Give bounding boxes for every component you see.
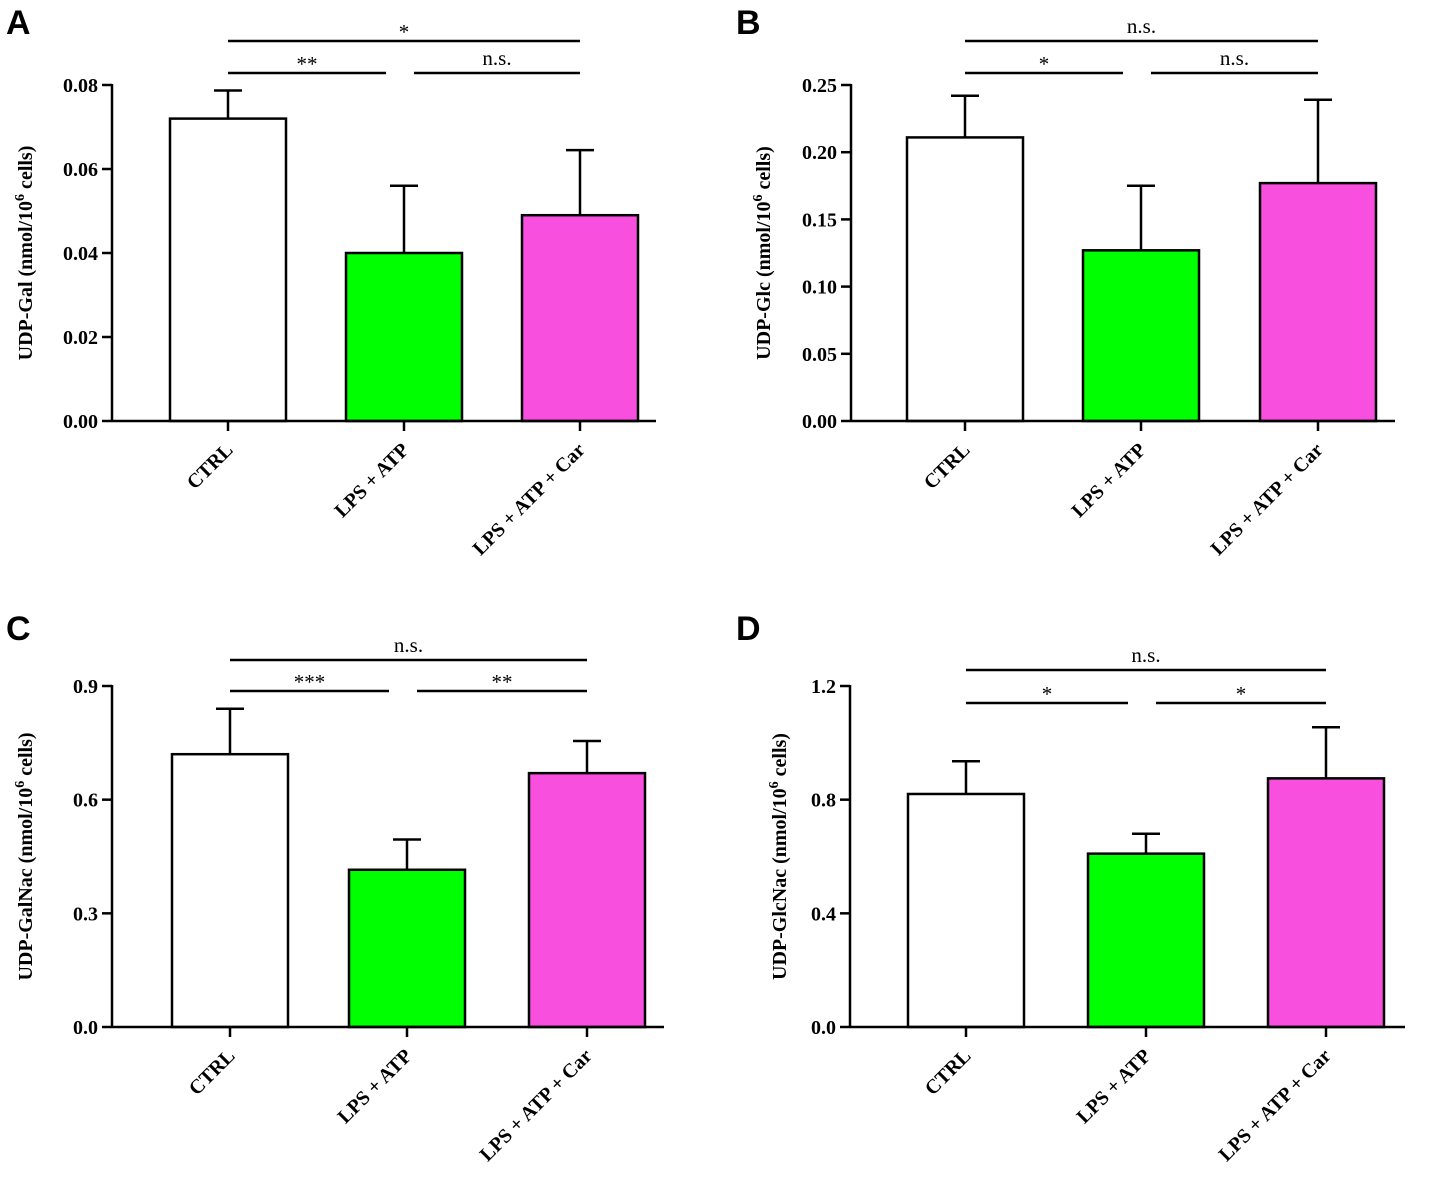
bar-2 [1266, 777, 1386, 1029]
y-tick-label: 0.08 [63, 75, 98, 97]
x-category-label: CTRL [185, 1045, 240, 1100]
significance-label: n.s. [394, 633, 423, 657]
y-tick-label: 0.0 [73, 1017, 98, 1039]
bar-2 [527, 771, 647, 1029]
y-tick-label: 0.04 [63, 243, 98, 265]
bar-0 [905, 136, 1025, 423]
y-tick-label: 0.25 [802, 75, 837, 97]
panel-a: A UDP-Gal (nmol/106 cells) 0.00 0.02 0.04 0.0… [6, 4, 656, 560]
significance-label: n.s. [482, 46, 511, 70]
y-tick-label: 0.8 [811, 790, 836, 812]
y-tick-label: 0.05 [802, 344, 837, 366]
y-axis-label: UDP-Gal (nmol/106 cells) [13, 146, 37, 361]
x-category-label: LPS + ATP [333, 1045, 416, 1128]
bar-2 [1258, 181, 1378, 423]
significance-label: n.s. [1127, 14, 1156, 38]
y-tick-label: 0.4 [811, 903, 836, 925]
y-axis-label: UDP-GalNac (nmol/106 cells) [13, 732, 37, 980]
x-category-label: LPS + ATP + Car [1207, 439, 1328, 560]
significance-label: * [399, 20, 410, 44]
y-tick-label: 0.0 [811, 1017, 836, 1039]
bar-2 [520, 213, 640, 423]
y-axis-label-tail: cells) [15, 146, 37, 194]
significance-label: ** [297, 52, 318, 76]
y-tick-label: 0.10 [802, 277, 837, 299]
bar-0 [168, 117, 288, 423]
y-axis-label: UDP-GlcNac (nmol/106 cells) [767, 733, 791, 980]
bar-1 [1086, 852, 1206, 1029]
x-category-label: LPS + ATP [1072, 1045, 1155, 1128]
significance-label: *** [294, 670, 326, 694]
y-axis-label-tail: cells) [769, 733, 791, 781]
x-category-label: LPS + ATP + Car [1215, 1045, 1336, 1166]
significance-label: * [1039, 52, 1050, 76]
y-axis-label-tail: cells) [15, 732, 37, 780]
y-axis-label-tail: cells) [753, 146, 775, 194]
panel-d: D UDP-GlcNac (nmol/106 cells) 0.0 0.4 0.8 1.2… [736, 610, 1405, 1166]
y-axis-label-sup: 6 [13, 194, 28, 201]
significance-label: * [1042, 682, 1053, 706]
y-tick-label: 0.06 [63, 159, 98, 181]
bar-0 [906, 792, 1026, 1029]
y-tick-label: 1.2 [811, 676, 836, 698]
x-category-label: LPS + ATP + Car [469, 439, 590, 560]
panel-b: B UDP-Glc (nmol/106 cells) 0.00 0.05 0.10 0.1… [736, 4, 1395, 560]
panel-c: C UDP-GalNac (nmol/106 cells) 0.0 0.3 0.6 0.9… [6, 610, 664, 1166]
bar-1 [344, 251, 464, 423]
y-axis-label-main: UDP-GlcNac (nmol/10 [769, 788, 791, 980]
y-axis-label: UDP-Glc (nmol/106 cells) [751, 146, 775, 360]
x-category-label: CTRL [921, 1045, 976, 1100]
x-category-label: LPS + ATP [330, 439, 413, 522]
panel-letter: B [736, 4, 761, 42]
y-axis-label-main: UDP-Glc (nmol/10 [753, 202, 775, 360]
y-tick-label: 0.6 [73, 790, 98, 812]
panel-letter: C [6, 610, 31, 648]
significance-label: n.s. [1131, 643, 1160, 667]
y-tick-label: 0.9 [73, 676, 98, 698]
bar-1 [1081, 249, 1201, 423]
y-tick-label: 0.15 [802, 209, 837, 231]
x-category-label: CTRL [183, 439, 238, 494]
significance-label: ** [492, 670, 513, 694]
y-axis-label-main: UDP-GalNac (nmol/10 [15, 788, 37, 981]
y-axis-label-sup: 6 [767, 781, 782, 788]
y-axis-label-sup: 6 [751, 195, 766, 202]
y-axis-label-main: UDP-Gal (nmol/10 [15, 201, 37, 360]
panel-letter: D [736, 610, 761, 648]
y-tick-label: 0.20 [802, 142, 837, 164]
bar-1 [347, 868, 467, 1029]
y-tick-label: 0.00 [63, 411, 98, 433]
panel-letter: A [6, 4, 31, 42]
y-axis-label-sup: 6 [13, 781, 28, 788]
y-tick-label: 0.02 [63, 327, 98, 349]
y-tick-label: 0.3 [73, 903, 98, 925]
x-category-label: CTRL [920, 439, 975, 494]
significance-label: n.s. [1220, 46, 1249, 70]
y-tick-label: 0.00 [802, 411, 837, 433]
x-category-label: LPS + ATP + Car [476, 1045, 597, 1166]
bar-0 [170, 752, 290, 1029]
x-category-label: LPS + ATP [1067, 439, 1150, 522]
significance-label: * [1236, 682, 1247, 706]
